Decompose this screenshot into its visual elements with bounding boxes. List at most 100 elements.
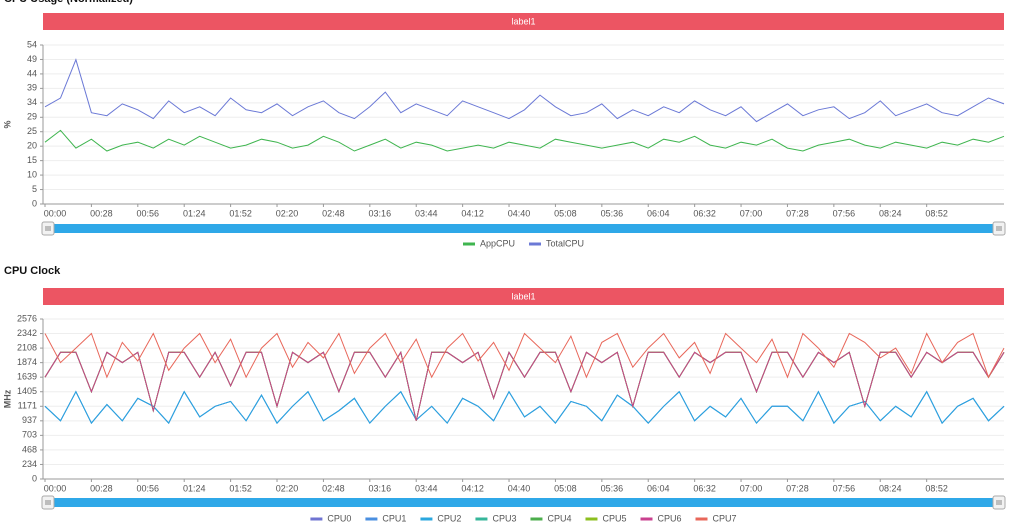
y-tick-label: 39 bbox=[27, 83, 37, 93]
x-tick-label: 06:04 bbox=[647, 208, 670, 218]
y-tick-label: 1874 bbox=[17, 357, 37, 367]
legend-label: CPU2 bbox=[437, 513, 461, 523]
legend-item[interactable]: CPU2 bbox=[420, 513, 461, 523]
banner-label: label1 bbox=[511, 16, 535, 26]
x-tick-label: 05:36 bbox=[601, 483, 624, 493]
x-tick-label: 01:24 bbox=[183, 483, 206, 493]
chart-panel: CPU Clock label1 MHz 0 234 468 703 937 1171 1405 1… bbox=[2, 265, 1006, 523]
x-tick-label: 03:44 bbox=[415, 483, 438, 493]
legend-item[interactable]: CPU1 bbox=[365, 513, 406, 523]
y-tick-label: 20 bbox=[27, 141, 37, 151]
legend-item[interactable]: CPU4 bbox=[530, 513, 571, 523]
legend-label: AppCPU bbox=[480, 238, 515, 248]
y-tick-label: 34 bbox=[27, 97, 37, 107]
y-tick-label: 2342 bbox=[17, 328, 37, 338]
legend-label: TotalCPU bbox=[546, 238, 584, 248]
x-tick-label: 02:20 bbox=[276, 208, 299, 218]
x-tick-label: 01:24 bbox=[183, 208, 206, 218]
y-tick-label: 29 bbox=[27, 112, 37, 122]
x-tick-label: 02:48 bbox=[322, 208, 345, 218]
x-tick-label: 07:00 bbox=[740, 483, 763, 493]
series-line bbox=[44, 390, 1005, 425]
x-tick-label: 02:48 bbox=[322, 483, 345, 493]
legend-label: CPU0 bbox=[327, 513, 351, 523]
x-tick-label: 05:08 bbox=[554, 208, 577, 218]
y-tick-label: 1405 bbox=[17, 386, 37, 396]
y-tick-label: 44 bbox=[27, 68, 37, 78]
y-tick-label: 468 bbox=[22, 444, 37, 454]
x-tick-label: 04:40 bbox=[508, 208, 531, 218]
chart-panel: CPU Usage (Normalized) label1% 0 5 10 15 20 25 2… bbox=[2, 0, 1006, 248]
x-tick-label: 00:28 bbox=[90, 208, 113, 218]
x-tick-label: 00:28 bbox=[90, 483, 113, 493]
legend-item[interactable]: CPU0 bbox=[310, 513, 351, 523]
x-tick-label: 01:52 bbox=[229, 483, 252, 493]
legend-label: CPU6 bbox=[657, 513, 681, 523]
x-tick-label: 08:52 bbox=[925, 483, 948, 493]
x-tick-label: 07:00 bbox=[740, 208, 763, 218]
legend-item[interactable]: CPU5 bbox=[585, 513, 626, 523]
y-tick-label: 1171 bbox=[18, 401, 37, 411]
y-tick-label: 15 bbox=[27, 155, 37, 165]
x-tick-label: 07:28 bbox=[786, 483, 809, 493]
y-tick-label: 0 bbox=[32, 473, 37, 483]
x-tick-label: 07:56 bbox=[833, 483, 856, 493]
zoom-slider[interactable] bbox=[41, 495, 1006, 510]
legend: AppCPU TotalCPU bbox=[463, 238, 584, 248]
x-tick-label: 04:12 bbox=[461, 208, 484, 218]
legend-item[interactable]: CPU6 bbox=[640, 513, 682, 523]
y-tick-label: 234 bbox=[22, 459, 37, 469]
series-line bbox=[44, 390, 1005, 425]
x-tick-label: 00:00 bbox=[44, 483, 67, 493]
legend-label: CPU1 bbox=[382, 513, 406, 523]
x-tick-label: 01:52 bbox=[229, 208, 252, 218]
y-tick-label: 2108 bbox=[17, 342, 37, 352]
x-tick-label: 00:56 bbox=[137, 208, 160, 218]
y-tick-label: 2576 bbox=[17, 313, 37, 323]
series-line bbox=[44, 390, 1005, 425]
zoom-slider[interactable] bbox=[41, 221, 1006, 236]
x-tick-label: 00:56 bbox=[137, 483, 160, 493]
x-tick-label: 08:24 bbox=[879, 208, 902, 218]
x-tick-label: 08:52 bbox=[925, 208, 948, 218]
chart-title: CPU Usage (Normalized) bbox=[4, 0, 133, 5]
slider-track[interactable] bbox=[43, 498, 1004, 507]
x-tick-label: 07:56 bbox=[833, 208, 856, 218]
y-tick-label: 49 bbox=[27, 54, 37, 64]
x-tick-label: 04:40 bbox=[508, 483, 531, 493]
legend-item[interactable]: AppCPU bbox=[463, 238, 515, 248]
x-tick-label: 07:28 bbox=[786, 208, 809, 218]
slider-track[interactable] bbox=[43, 224, 1004, 233]
y-tick-label: 25 bbox=[27, 126, 37, 136]
x-tick-label: 06:32 bbox=[693, 208, 716, 218]
y-tick-label: 703 bbox=[22, 430, 37, 440]
x-tick-label: 08:24 bbox=[879, 483, 902, 493]
banner bbox=[43, 288, 1004, 305]
x-tick-label: 00:00 bbox=[44, 208, 67, 218]
y-tick-label: 10 bbox=[27, 169, 37, 179]
series-line bbox=[44, 129, 1005, 152]
chart-title: CPU Clock bbox=[4, 265, 61, 277]
y-axis-label: MHz bbox=[2, 389, 12, 408]
legend: CPU0 CPU1 CPU2 CPU3 CPU4 CPU5 CPU6 CPU7 bbox=[310, 513, 737, 523]
y-tick-label: 937 bbox=[22, 415, 37, 425]
banner bbox=[43, 13, 1004, 30]
banner-label: label1 bbox=[511, 291, 535, 301]
x-tick-label: 05:36 bbox=[601, 208, 624, 218]
legend-item[interactable]: CPU7 bbox=[695, 513, 737, 523]
x-tick-label: 05:08 bbox=[554, 483, 577, 493]
series-line bbox=[44, 58, 1005, 123]
x-tick-label: 03:44 bbox=[415, 208, 438, 218]
legend-label: CPU5 bbox=[602, 513, 626, 523]
legend-label: CPU3 bbox=[492, 513, 516, 523]
series-line bbox=[44, 351, 1005, 421]
x-tick-label: 06:04 bbox=[647, 483, 670, 493]
x-tick-label: 03:16 bbox=[369, 483, 392, 493]
legend-item[interactable]: CPU3 bbox=[475, 513, 516, 523]
x-tick-label: 06:32 bbox=[693, 483, 716, 493]
legend-item[interactable]: TotalCPU bbox=[529, 238, 584, 248]
y-tick-label: 5 bbox=[32, 184, 37, 194]
x-tick-label: 02:20 bbox=[276, 483, 299, 493]
